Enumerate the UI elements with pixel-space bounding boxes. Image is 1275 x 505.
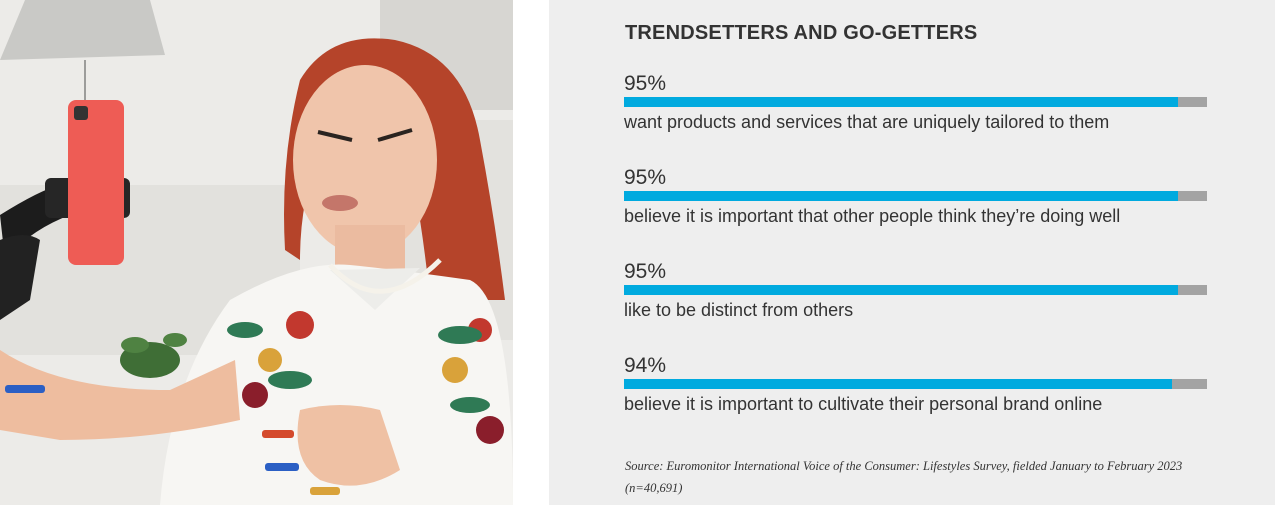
stat-description: believe it is important that other peopl… bbox=[624, 206, 1121, 226]
bar-fill bbox=[624, 285, 1178, 295]
stat-percentage: 95% bbox=[624, 260, 667, 283]
source-note: Source: Euromonitor International Voice … bbox=[625, 459, 1183, 495]
stat-description: believe it is important to cultivate the… bbox=[624, 394, 1103, 414]
bar-track bbox=[624, 191, 1207, 201]
bar-fill bbox=[624, 379, 1173, 389]
stat-item: 95% believe it is important that other p… bbox=[624, 166, 1207, 227]
stat-description: want products and services that are uniq… bbox=[624, 112, 1110, 132]
panel-title: TRENDSETTERS AND GO-GETTERS bbox=[625, 22, 978, 44]
bar-fill bbox=[624, 97, 1178, 107]
stat-item: 95% like to be distinct from others bbox=[624, 260, 1207, 321]
stat-item: 95% want products and services that are … bbox=[624, 72, 1207, 133]
bar-track bbox=[624, 379, 1207, 389]
photo-illustration bbox=[0, 0, 513, 505]
stat-percentage: 95% bbox=[624, 166, 667, 189]
bar-track bbox=[624, 285, 1207, 295]
stat-percentage: 95% bbox=[624, 72, 667, 95]
bar-fill bbox=[624, 191, 1178, 201]
stat-percentage: 94% bbox=[624, 354, 667, 377]
woman-recording-video-photo bbox=[0, 0, 513, 505]
stat-item: 94% believe it is important to cultivate… bbox=[624, 354, 1207, 415]
stat-description: like to be distinct from others bbox=[624, 300, 854, 320]
embroidery-decoration bbox=[227, 311, 504, 444]
bar-track bbox=[624, 97, 1207, 107]
stats-panel: TRENDSETTERS AND GO-GETTERS 95% want pro… bbox=[549, 0, 1275, 505]
